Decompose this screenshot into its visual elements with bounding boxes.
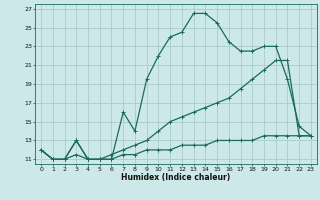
X-axis label: Humidex (Indice chaleur): Humidex (Indice chaleur) <box>121 173 231 182</box>
